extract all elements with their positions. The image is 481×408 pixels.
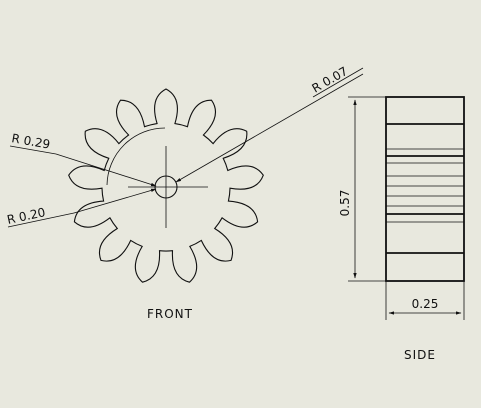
side-view-label: SIDE (404, 348, 436, 362)
height-label: 0.57 (338, 190, 352, 217)
root-radius-underline (7, 212, 75, 228)
tip-radius-label: R 0.07 (310, 64, 351, 96)
tip-radius-leader (175, 73, 364, 183)
side-body (385, 96, 465, 282)
root-radius-leader (73, 188, 157, 214)
pitch-arc (106, 127, 166, 186)
outer-radius-leader (55, 153, 157, 187)
tip-radius-underline (312, 67, 364, 98)
outer-radius-underline (9, 145, 57, 155)
bore-circle (154, 175, 178, 199)
outer-radius-label: R 0.29 (10, 131, 51, 152)
width-label: 0.25 (412, 297, 439, 311)
side-view: 0.57 0.25 SIDE (338, 96, 465, 362)
gear-outline (68, 88, 264, 283)
root-radius-label: R 0.20 (6, 205, 47, 227)
front-view: R 0.07 R 0.29 R 0.20 FRONT (6, 64, 364, 321)
front-view-label: FRONT (147, 307, 193, 321)
